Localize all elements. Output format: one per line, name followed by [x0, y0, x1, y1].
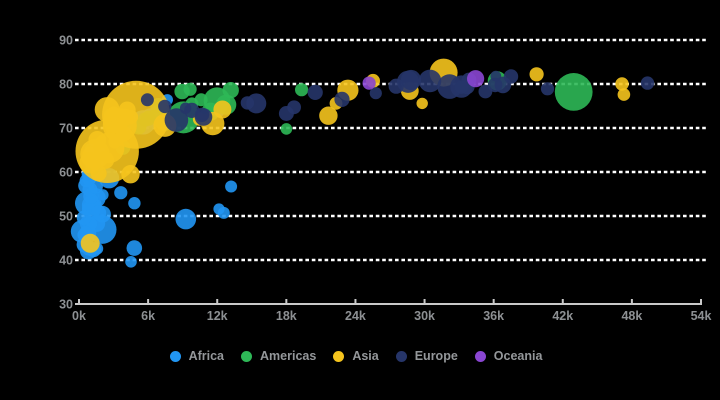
asia-legend-dot-icon — [333, 350, 345, 362]
bubble-africa[interactable] — [91, 205, 107, 221]
bubble-europe[interactable] — [240, 96, 255, 110]
bubble-europe[interactable] — [478, 84, 493, 99]
bubble-americas[interactable] — [280, 123, 293, 135]
y-axis-label-50: 50 — [59, 210, 73, 224]
bubble-asia[interactable] — [617, 88, 631, 101]
bubble-africa[interactable] — [125, 255, 137, 268]
bubble-europe[interactable] — [400, 69, 422, 91]
bubble-asia[interactable] — [88, 131, 107, 149]
bubble-europe[interactable] — [418, 69, 442, 93]
bubble-europe[interactable] — [164, 108, 189, 132]
bubble-americas[interactable] — [554, 73, 593, 111]
x-axis-label-54k: 54k — [691, 309, 712, 323]
x-axis-label-18k: 18k — [276, 309, 297, 323]
americas-legend-dot-icon — [241, 350, 253, 362]
bubble-africa[interactable] — [175, 208, 197, 230]
bubble-americas[interactable] — [183, 82, 197, 96]
bubble-europe[interactable] — [334, 91, 350, 107]
bubble-asia[interactable] — [213, 100, 232, 119]
bubble-europe[interactable] — [194, 107, 210, 123]
bubble-europe[interactable] — [503, 69, 519, 84]
chart-legend: Africa Americas Asia Europe Oceania — [0, 347, 712, 365]
bubble-asia[interactable] — [82, 146, 101, 165]
y-axis-label-70: 70 — [59, 122, 73, 136]
bubble-europe[interactable] — [179, 102, 192, 114]
legend-label-asia: Asia — [352, 349, 379, 363]
x-axis-label-12k: 12k — [207, 309, 228, 323]
bubble-asia[interactable] — [107, 106, 121, 120]
bubble-asia[interactable] — [416, 97, 428, 110]
x-axis-label-24k: 24k — [345, 309, 366, 323]
x-axis-label-42k: 42k — [552, 309, 573, 323]
bubble-asia[interactable] — [108, 135, 122, 149]
legend-label-americas: Americas — [260, 349, 317, 363]
bubble-europe[interactable] — [454, 80, 469, 94]
legend-label-africa: Africa — [188, 349, 225, 363]
bubble-oceania[interactable] — [467, 70, 485, 88]
x-axis-label-0k: 0k — [72, 309, 86, 323]
y-axis-label-60: 60 — [59, 166, 73, 180]
bubble-americas[interactable] — [295, 83, 309, 97]
bubble-asia[interactable] — [121, 165, 140, 184]
y-axis-label-90: 90 — [59, 34, 73, 48]
bubble-europe[interactable] — [540, 82, 555, 96]
bubble-europe[interactable] — [369, 87, 382, 100]
legend-item-africa[interactable]: Africa — [169, 347, 225, 365]
bubble-europe[interactable] — [287, 100, 301, 115]
oceania-legend-dot-icon — [474, 350, 486, 362]
bubble-americas[interactable] — [222, 82, 239, 99]
y-axis-label-80: 80 — [59, 78, 73, 92]
bubble-asia[interactable] — [529, 67, 544, 82]
bubble-europe[interactable] — [307, 84, 323, 100]
legend-label-oceania: Oceania — [493, 349, 543, 363]
legend-item-europe[interactable]: Europe — [395, 347, 458, 365]
legend-item-asia[interactable]: Asia — [333, 347, 379, 365]
x-axis-label-36k: 36k — [483, 309, 504, 323]
y-axis-label-40: 40 — [59, 254, 73, 268]
bubble-europe[interactable] — [388, 78, 404, 94]
bubble-europe[interactable] — [640, 76, 655, 90]
legend-item-americas[interactable]: Americas — [241, 347, 316, 365]
x-axis-label-6k: 6k — [141, 309, 155, 323]
bubble-africa[interactable] — [126, 240, 143, 256]
bubble-europe[interactable] — [490, 70, 502, 82]
bubble-africa[interactable] — [213, 203, 225, 215]
bubble-europe[interactable] — [158, 99, 172, 114]
bubble-africa[interactable] — [76, 210, 92, 226]
bubble-asia[interactable] — [124, 110, 139, 124]
bubble-africa[interactable] — [128, 197, 141, 210]
bubble-asia[interactable] — [96, 151, 115, 169]
europe-legend-dot-icon — [395, 350, 407, 362]
bubble-oceania[interactable] — [362, 76, 376, 90]
bubble-asia[interactable] — [615, 77, 629, 91]
bubble-africa[interactable] — [225, 180, 238, 193]
legend-item-oceania[interactable]: Oceania — [474, 347, 543, 365]
bubble-europe[interactable] — [140, 93, 154, 107]
x-axis-label-30k: 30k — [414, 309, 435, 323]
bubble-asia[interactable] — [90, 165, 107, 182]
africa-legend-dot-icon — [169, 350, 181, 362]
bubble-africa[interactable] — [97, 189, 109, 201]
bubble-africa[interactable] — [114, 186, 128, 200]
bubble-asia[interactable] — [80, 233, 100, 253]
x-axis-label-48k: 48k — [621, 309, 642, 323]
bubble-asia[interactable] — [319, 106, 338, 125]
y-axis-label-30: 30 — [59, 298, 73, 312]
legend-label-europe: Europe — [414, 349, 458, 363]
